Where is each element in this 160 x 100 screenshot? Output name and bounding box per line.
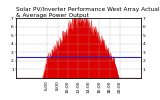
Text: Solar PV/Inverter Performance West Array Actual & Average Power Output: Solar PV/Inverter Performance West Array… [16, 7, 160, 18]
